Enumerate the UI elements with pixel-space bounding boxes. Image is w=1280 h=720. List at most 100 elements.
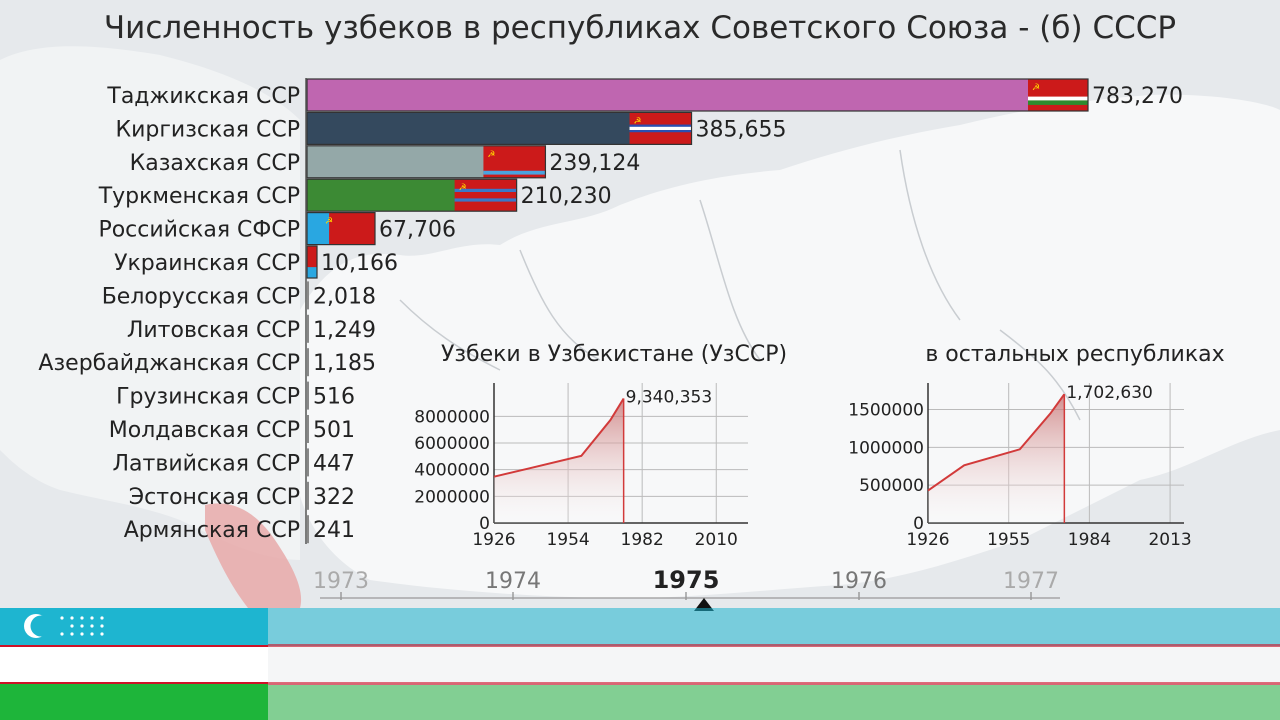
y-tick-label: 8000000: [414, 407, 490, 427]
bar-category-label: Азербайджанская ССР: [38, 351, 300, 376]
y-tick-label: 4000000: [414, 461, 490, 481]
bar: [307, 79, 1088, 111]
star-icon: [60, 616, 64, 620]
bar: [307, 281, 310, 310]
star-icon: [100, 624, 104, 628]
bar-category-label: Эстонская ССР: [129, 485, 300, 510]
bar-category-label: Таджикская ССР: [106, 84, 300, 109]
end-value-label: 1,702,630: [1066, 383, 1153, 403]
rsfsr-flag: ☭: [321, 212, 375, 245]
bar: [307, 415, 309, 443]
y-tick-label: 6000000: [414, 434, 490, 454]
ukrainian-ssr-flag: [307, 246, 317, 278]
bar-value-label: 322: [313, 485, 355, 510]
x-tick-label: 2013: [1148, 530, 1191, 550]
x-tick-label: 1926: [906, 530, 949, 550]
flag-field: [454, 179, 517, 212]
bar-outline: [306, 178, 518, 212]
bar-value-label: 385,655: [696, 117, 787, 142]
timeline-year-label: 1977: [1003, 569, 1059, 594]
timeline-marker-icon: [694, 598, 714, 611]
hammer-sickle-icon: ☭: [487, 150, 495, 160]
star-icon: [70, 632, 74, 636]
bar: [307, 448, 309, 477]
star-icon: [70, 624, 74, 628]
y-tick-label: 500000: [859, 476, 924, 496]
kazakh-ssr-flag: ☭: [483, 145, 546, 178]
bar-category-label: Украинская ССР: [114, 251, 300, 276]
uzbek-flag-band: [0, 608, 1280, 720]
end-value-label: 9,340,353: [626, 387, 713, 407]
bar-value-label: 783,270: [1092, 84, 1183, 109]
bar-outline: [306, 212, 376, 246]
bar: [307, 348, 309, 377]
star-icon: [80, 632, 84, 636]
stars-icon: [60, 616, 104, 636]
bar: [307, 515, 309, 544]
bar: [307, 481, 309, 510]
hammer-sickle-icon: ☭: [325, 217, 333, 227]
line-chart-title: в остальных республиках: [925, 342, 1224, 367]
x-tick-label: 1955: [987, 530, 1030, 550]
hammer-sickle-icon: ☭: [1032, 83, 1040, 93]
tajik-ssr-flag: ☭: [1028, 79, 1088, 111]
star-icon: [70, 616, 74, 620]
flag-field: [1028, 79, 1088, 111]
star-icon: [80, 624, 84, 628]
bar-outline: [306, 245, 318, 279]
flag-stripe: [321, 212, 330, 245]
hammer-sickle-icon: ☭: [634, 116, 642, 126]
flag-stripe: [1028, 100, 1088, 105]
flag-stripe: [629, 126, 692, 130]
flag-divider-red: [0, 682, 1280, 685]
bar-outline: [306, 145, 547, 179]
bar-value-label: 1,249: [313, 318, 376, 343]
bar-category-label: Казахская ССР: [130, 151, 300, 176]
x-tick-label: 1982: [621, 530, 664, 550]
timeline: 1973 1974 1975 1976 1977: [313, 566, 1060, 611]
flag-divider-red: [0, 644, 1280, 647]
flag-stripe: [307, 267, 317, 278]
timeline-year-label: 1976: [831, 569, 887, 594]
star-icon: [90, 616, 94, 620]
star-icon: [100, 632, 104, 636]
flag-field: [307, 246, 317, 268]
bar-category-label: Молдавская ССР: [109, 418, 300, 443]
bar-value-label: 239,124: [549, 151, 640, 176]
bar-outline: [306, 111, 693, 146]
hammer-sickle-icon: ☭: [459, 183, 467, 193]
bar-value-label: 2,018: [313, 284, 376, 309]
flag-stripe: [1028, 96, 1088, 101]
bar-category-label: Туркменская ССР: [98, 184, 300, 209]
y-tick-label: 0: [913, 514, 924, 534]
y-tick-label: 2000000: [414, 487, 490, 507]
bar-category-label: Армянская ССР: [124, 518, 300, 543]
uzbek-flag-icon: [0, 608, 268, 720]
map-land-europe: [0, 46, 300, 560]
area-fill: [928, 394, 1065, 523]
bar-value-label: 67,706: [379, 218, 456, 243]
bar-category-label: Белорусская ССР: [102, 284, 300, 309]
y-tick-label: 1500000: [848, 400, 924, 420]
y-tick-label: 0: [479, 514, 490, 534]
series-line: [927, 393, 1066, 492]
bar-category-label: Латвийская ССР: [113, 451, 300, 476]
bar-value-label: 501: [313, 418, 355, 443]
x-tick-label: 1954: [546, 530, 589, 550]
star-icon: [60, 632, 64, 636]
series-line: [493, 397, 625, 478]
bar-category-label: Литовская ССР: [127, 318, 300, 343]
area-fill: [494, 398, 624, 523]
bar-outline: [306, 78, 1089, 112]
map-highlight-region: [205, 503, 302, 608]
x-tick-label: 2010: [695, 530, 738, 550]
bar-value-label: 516: [313, 385, 355, 410]
flag-field: [321, 212, 375, 245]
timeline-year-label: 1973: [313, 569, 369, 594]
flag-stripe: [454, 198, 517, 202]
bar: [307, 314, 309, 343]
bar-category-label: Грузинская ССР: [116, 385, 300, 410]
star-icon: [90, 624, 94, 628]
bar-value-label: 210,230: [521, 184, 612, 209]
kirgiz-ssr-flag: ☭: [629, 112, 692, 145]
